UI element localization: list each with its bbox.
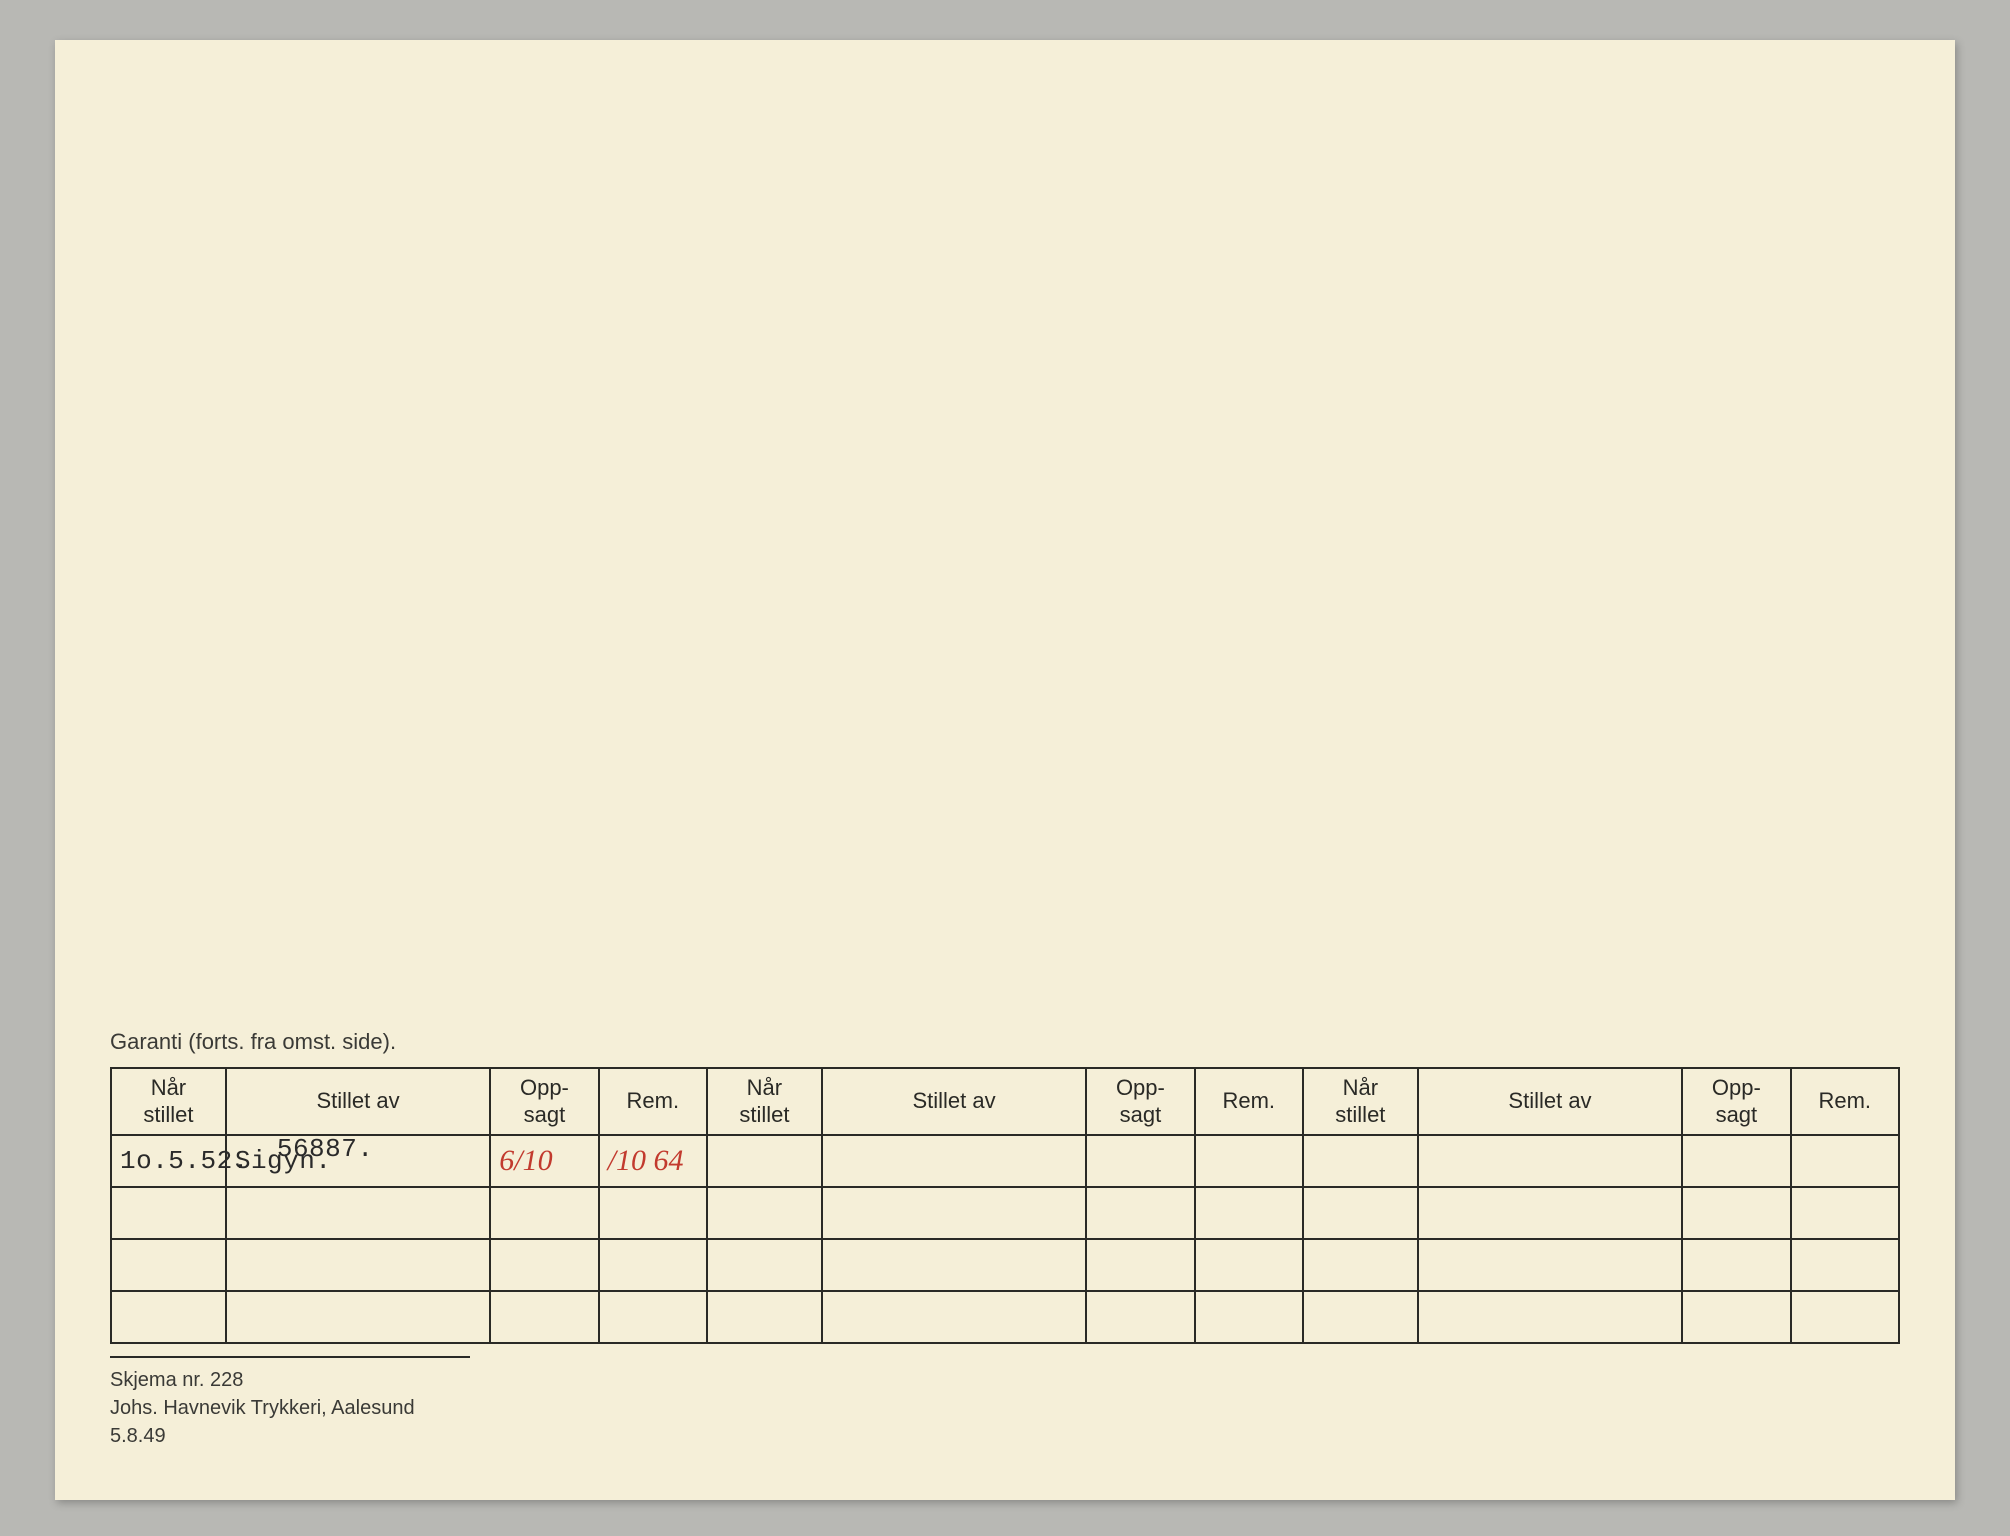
cell-empty	[599, 1187, 707, 1239]
cell-empty	[1682, 1291, 1790, 1343]
cell-empty	[1418, 1239, 1682, 1291]
document-paper: Garanti (forts. fra omst. side). Nårstil…	[55, 40, 1955, 1500]
cell-empty	[111, 1291, 226, 1343]
cell-empty	[1791, 1239, 1899, 1291]
cell-empty	[1195, 1135, 1303, 1187]
cell-empty	[599, 1291, 707, 1343]
col-stillet-av-1: Stillet av	[226, 1068, 490, 1135]
cell-empty	[226, 1291, 490, 1343]
col-rem-2: Rem.	[1195, 1068, 1303, 1135]
table-body: 1o.5.52. 56887. Sigyn. 6/10 /10 64	[111, 1135, 1899, 1343]
table-caption: Garanti (forts. fra omst. side).	[110, 1029, 1900, 1055]
cell-empty	[1791, 1135, 1899, 1187]
cell-empty	[226, 1239, 490, 1291]
col-opp-sagt-1: Opp-sagt	[490, 1068, 598, 1135]
table-row	[111, 1291, 1899, 1343]
cell-empty	[111, 1187, 226, 1239]
cell-empty	[822, 1239, 1086, 1291]
footer-line-2: Johs. Havnevik Trykkeri, Aalesund 5.8.49	[110, 1394, 470, 1450]
cell-empty	[822, 1187, 1086, 1239]
table-row	[111, 1239, 1899, 1291]
cell-empty	[1682, 1187, 1790, 1239]
cell-empty	[490, 1187, 598, 1239]
cell-empty	[707, 1135, 822, 1187]
col-rem-1: Rem.	[599, 1068, 707, 1135]
cell-empty	[1303, 1291, 1418, 1343]
cell-empty	[707, 1291, 822, 1343]
cell-empty	[1418, 1291, 1682, 1343]
cell-empty	[1303, 1239, 1418, 1291]
cell-empty	[707, 1239, 822, 1291]
header-row: Nårstillet Stillet av Opp-sagt Rem. Nårs…	[111, 1068, 1899, 1135]
cell-empty	[490, 1291, 598, 1343]
cell-empty	[1086, 1187, 1194, 1239]
cell-empty	[1418, 1135, 1682, 1187]
cell-stillet-av: 56887. Sigyn.	[226, 1135, 490, 1187]
col-nar-stillet-2: Nårstillet	[707, 1068, 822, 1135]
cell-empty	[1086, 1239, 1194, 1291]
cell-empty	[707, 1187, 822, 1239]
cell-empty	[1791, 1187, 1899, 1239]
col-opp-sagt-3: Opp-sagt	[1682, 1068, 1790, 1135]
cell-empty	[822, 1135, 1086, 1187]
cell-empty	[1303, 1187, 1418, 1239]
cell-opp-sagt: 6/10	[490, 1135, 598, 1187]
col-stillet-av-2: Stillet av	[822, 1068, 1086, 1135]
cell-empty	[1418, 1187, 1682, 1239]
cell-empty	[1195, 1291, 1303, 1343]
table-row: 1o.5.52. 56887. Sigyn. 6/10 /10 64	[111, 1135, 1899, 1187]
cell-empty	[1195, 1187, 1303, 1239]
cell-empty	[1195, 1239, 1303, 1291]
cell-empty	[1682, 1239, 1790, 1291]
overflow-number: 56887.	[277, 1134, 374, 1164]
col-opp-sagt-2: Opp-sagt	[1086, 1068, 1194, 1135]
col-nar-stillet-3: Nårstillet	[1303, 1068, 1418, 1135]
cell-empty	[226, 1187, 490, 1239]
form-content: Garanti (forts. fra omst. side). Nårstil…	[110, 1029, 1900, 1450]
cell-empty	[599, 1239, 707, 1291]
footer-line-1: Skjema nr. 228	[110, 1366, 470, 1394]
col-stillet-av-3: Stillet av	[1418, 1068, 1682, 1135]
cell-nar-stillet: 1o.5.52.	[111, 1135, 226, 1187]
table-row	[111, 1187, 1899, 1239]
cell-empty	[111, 1239, 226, 1291]
cell-empty	[1682, 1135, 1790, 1187]
form-footer: Skjema nr. 228 Johs. Havnevik Trykkeri, …	[110, 1356, 470, 1450]
cell-rem: /10 64	[599, 1135, 707, 1187]
cell-empty	[1086, 1291, 1194, 1343]
cell-empty	[822, 1291, 1086, 1343]
col-nar-stillet-1: Nårstillet	[111, 1068, 226, 1135]
cell-empty	[1086, 1135, 1194, 1187]
col-rem-3: Rem.	[1791, 1068, 1899, 1135]
cell-empty	[1303, 1135, 1418, 1187]
garanti-table: Nårstillet Stillet av Opp-sagt Rem. Nårs…	[110, 1067, 1900, 1344]
cell-empty	[1791, 1291, 1899, 1343]
cell-empty	[490, 1239, 598, 1291]
